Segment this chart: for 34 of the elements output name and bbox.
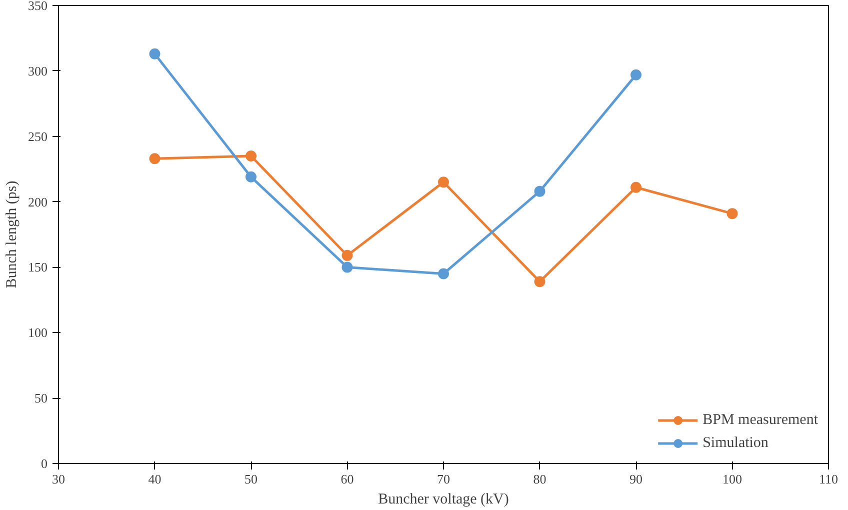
point (630, 182, 642, 193)
point (342, 250, 353, 261)
point (342, 262, 353, 273)
point (246, 150, 256, 162)
y-tick-label: 0 (41, 456, 48, 471)
y-tick-label: 150 (28, 260, 48, 275)
y-tick-label: 200 (28, 194, 48, 210)
x-tick-label: 90 (630, 472, 642, 486)
y-tick-label: 100 (28, 325, 48, 340)
x-tick-label: 80 (533, 472, 546, 486)
x-tick-label: 50 (244, 472, 258, 486)
x-tick-label: 110 (818, 472, 838, 486)
x-axis-title: Buncher voltage (kV) (378, 492, 509, 508)
y-tick-label: 250 (28, 128, 48, 144)
legend-label: BPM measurement (702, 412, 818, 428)
point (438, 176, 449, 188)
point (534, 276, 546, 288)
y-tick-label: 300 (28, 63, 48, 78)
point (246, 171, 256, 182)
x-tick-label: 40 (148, 472, 162, 486)
legend-label: Simulation (702, 434, 768, 452)
y-axis-title: Bunch length (ps) (4, 180, 20, 288)
x-tick-label: 70 (437, 472, 450, 486)
x-tick-label: 100 (722, 472, 742, 486)
point (149, 153, 160, 164)
point (534, 186, 546, 197)
x-tick-label: 30 (52, 472, 65, 486)
point (726, 208, 738, 220)
x-tick-label: 60 (340, 472, 354, 486)
point (438, 268, 449, 280)
y-tick-label: 50 (34, 390, 48, 406)
point (630, 69, 642, 80)
y-tick-label: 350 (28, 0, 48, 13)
point (149, 48, 160, 60)
